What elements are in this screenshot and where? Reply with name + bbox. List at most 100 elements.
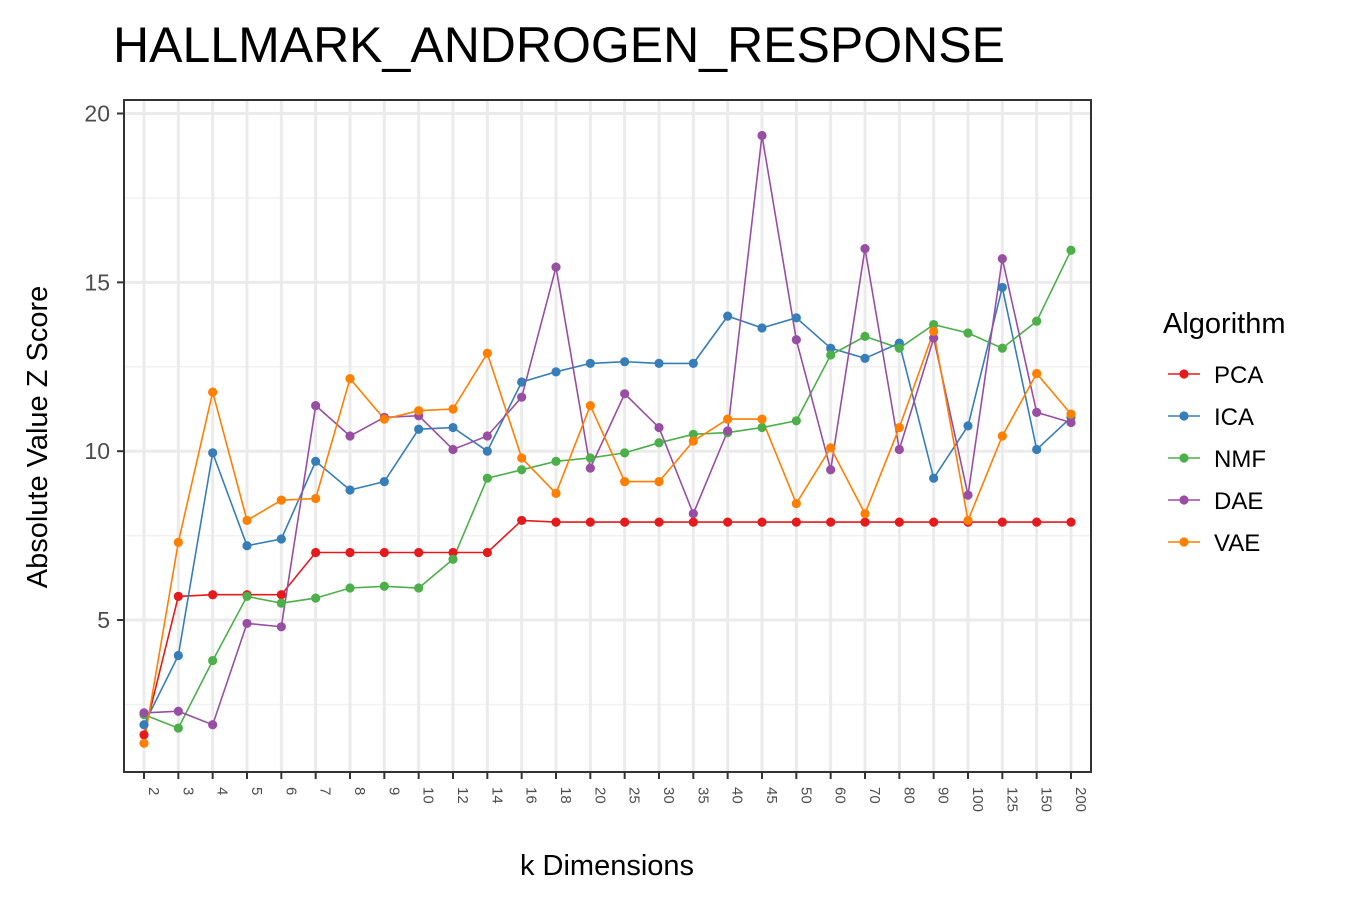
data-point-pca [551,517,561,527]
chart-title: HALLMARK_ANDROGEN_RESPONSE [113,17,1005,73]
x-tick-label: 14 [488,787,505,804]
data-point-vae [1032,368,1042,379]
data-point-vae [757,414,767,424]
data-point-vae [379,414,389,424]
data-point-pca [173,591,183,602]
data-point-dae [826,465,836,475]
x-tick-label: 2 [145,787,162,795]
x-axis: 2 3 4 5 6 7 8 9 10 12 14 16 18 20 25 30 35 40 45 50 60 70 80 90… [143,772,1089,812]
data-point-nmf [208,655,218,666]
data-point-pca [139,730,149,740]
x-tick-label: 9 [385,787,402,795]
data-point-ica [448,422,458,433]
legend-key-point-nmf [1179,453,1189,463]
x-tick-label: 7 [317,787,334,795]
x-tick-label: 90 [935,787,952,804]
data-point-dae [860,243,870,254]
data-point-ica [173,650,183,661]
data-point-nmf [414,583,424,593]
data-point-dae [345,431,355,441]
data-point-ica [242,541,252,551]
data-point-dae [208,720,218,730]
data-point-nmf [173,723,183,733]
data-point-pca [448,547,458,558]
data-point-vae [242,515,252,526]
data-point-ica [1032,444,1042,455]
data-point-nmf [791,416,801,426]
data-point-vae [414,406,424,416]
data-point-vae [208,387,218,397]
data-point-pca [1066,517,1076,527]
legend-label-ica: ICA [1214,404,1254,431]
x-tick-label: 5 [248,787,265,795]
data-point-nmf [585,453,595,463]
data-point-dae [242,618,252,629]
data-point-vae [517,453,527,463]
data-point-pca [791,517,801,527]
x-tick-label: 6 [282,787,299,795]
legend-key-point-dae [1179,495,1189,505]
data-point-vae [139,738,149,748]
x-tick-label: 30 [660,787,677,804]
data-point-dae [139,708,149,718]
data-point-ica [860,353,870,363]
legend-key-point-vae [1179,537,1189,547]
data-point-nmf [757,422,767,433]
data-point-dae [791,335,801,345]
x-tick-label: 20 [591,787,608,804]
data-point-dae [448,444,458,455]
data-point-nmf [379,581,389,591]
y-tick-label: 5 [97,607,110,633]
data-point-dae [654,422,664,433]
data-point-vae [448,404,458,414]
legend-item-ica: ICA [1168,404,1254,431]
data-point-ica [620,357,630,367]
data-point-pca [688,517,698,527]
legend-item-nmf: NMF [1168,446,1266,473]
data-point-dae [929,333,939,343]
data-point-ica [139,720,149,730]
y-tick-label: 10 [84,438,110,464]
data-point-dae [723,426,733,436]
data-point-vae [860,509,870,519]
data-point-ica [414,424,424,434]
data-point-dae [585,463,595,473]
data-point-ica [482,446,492,456]
x-tick-label: 10 [420,787,437,804]
data-point-pca [757,517,767,527]
data-point-vae [894,422,904,433]
data-point-dae [517,392,527,402]
data-point-ica [585,358,595,368]
series-line-dae [143,135,1072,726]
legend-items: PCA ICA NMF DAE VAE [1168,362,1266,557]
data-point-pca [929,517,939,527]
data-point-dae [963,490,973,500]
data-point-pca [276,590,286,600]
x-tick-label: 40 [729,787,746,804]
x-tick-label: 4 [214,787,231,795]
data-point-vae [482,348,492,358]
y-tick-label: 20 [84,101,110,127]
legend-label-nmf: NMF [1214,446,1266,473]
x-tick-label: 200 [1072,787,1089,812]
x-tick-label: 25 [626,787,643,804]
data-point-pca [379,547,389,558]
y-axis: 5 10 15 20 [84,101,124,633]
data-point-ica [276,534,286,544]
x-tick-label: 8 [351,787,368,795]
data-point-nmf [929,319,939,330]
data-point-pca [585,517,595,527]
data-point-nmf [963,328,973,338]
data-point-nmf [242,591,252,602]
x-tick-label: 3 [179,787,196,795]
legend-title: Algorithm [1163,308,1286,340]
data-point-nmf [1032,316,1042,326]
data-point-vae [585,401,595,411]
data-point-dae [482,431,492,441]
data-point-pca [860,517,870,527]
data-point-vae [791,498,801,509]
x-tick-label: 80 [900,787,917,804]
x-axis-title: k Dimensions [520,850,694,882]
data-point-pca [414,547,424,558]
legend-item-vae: VAE [1168,530,1260,557]
